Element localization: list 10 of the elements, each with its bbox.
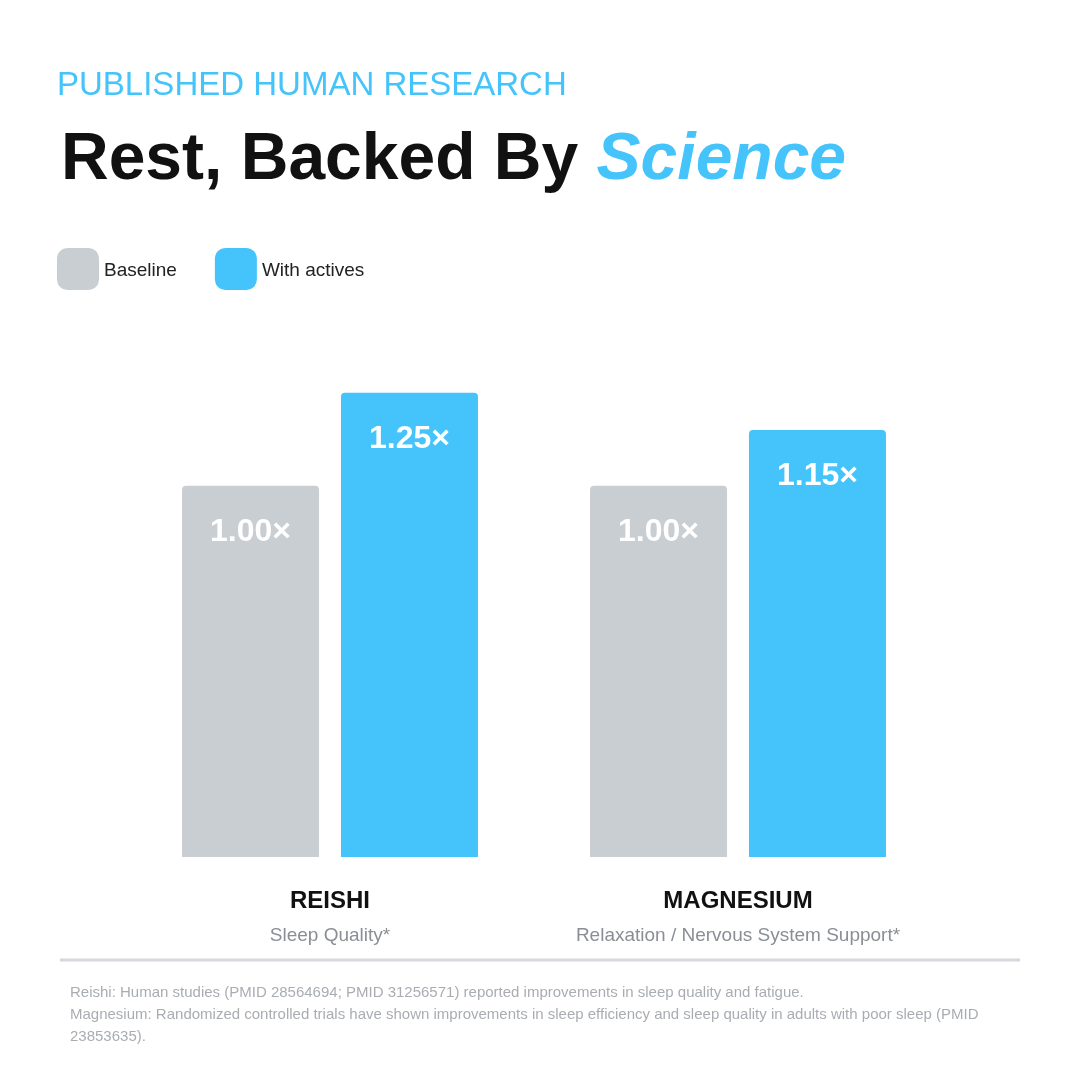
text: Reishi: Human studies (PMID 28564694; PMID 31256571) reported improvements in sleep quality and fatigue. <box>70 982 804 1000</box>
legend-label: Baseline <box>104 258 177 280</box>
data-label: 1.15× <box>776 455 858 492</box>
x-tick-label: MAGNESIUM Relaxation / Nervous System Support* <box>575 885 901 945</box>
chart-title: Rest, Backed By Science <box>61 119 847 193</box>
data-label: 1.25× <box>368 418 450 455</box>
chart-subtitle: PUBLISHED HUMAN RESEARCH <box>57 65 567 102</box>
legend-label: With actives <box>261 258 365 280</box>
x-tick-label: REISHI Sleep Quality* <box>269 885 391 945</box>
text: Magnesium: Randomized controlled trials have shown improvements in sleep efficiency and sleep quality in adults with poor sleep (PMID 23853635). <box>70 1004 983 1044</box>
